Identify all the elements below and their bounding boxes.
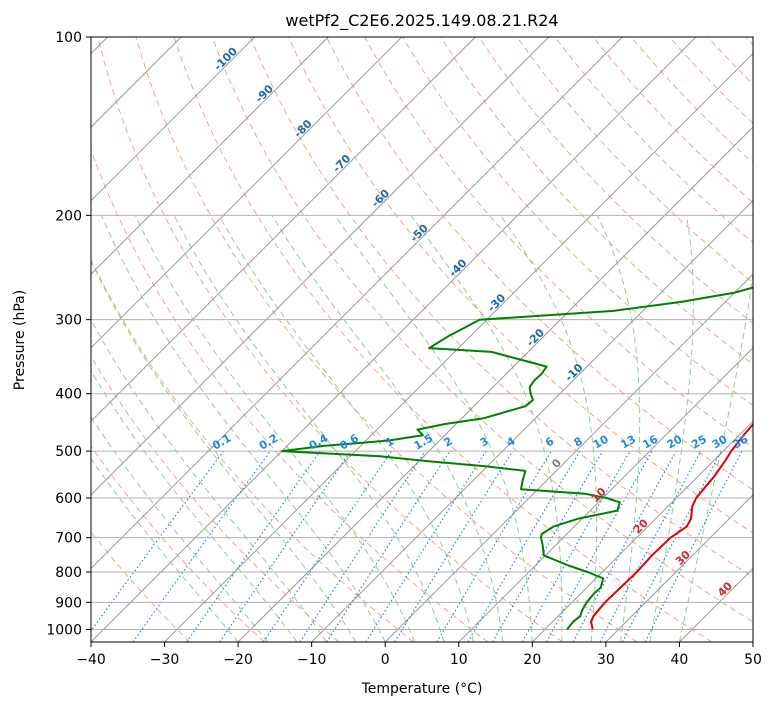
dry-adiabat-line <box>173 37 713 642</box>
mixing-ratio-line <box>186 450 321 642</box>
dry-adiabat-line <box>249 37 753 578</box>
moist-adiabat-line <box>134 215 416 642</box>
axes: −40 −30 −20 −10 0 10 20 30 40 50 100 200 300 400 500 60… <box>46 30 762 668</box>
x-tick-label: 10 <box>450 652 468 668</box>
mixing-ratio-line <box>546 450 653 642</box>
dry-adiabat-line <box>91 355 340 642</box>
isotherm-line <box>91 37 476 423</box>
y-tick-label: 500 <box>55 444 82 460</box>
mixing-ratio-line <box>262 450 392 642</box>
isotherm-line <box>237 126 753 642</box>
dry-adiabat-line <box>91 445 265 642</box>
moist-adiabat-line <box>101 215 386 642</box>
isotherm-line <box>91 37 256 202</box>
temperature-profile-line <box>590 422 753 630</box>
y-tick-label: 300 <box>55 313 82 329</box>
mixing-ratio-line <box>132 450 271 642</box>
x-tick-label: −40 <box>76 652 106 668</box>
dry-adiabat-line <box>326 37 753 491</box>
isotherm-line <box>91 37 550 496</box>
moist-adiabat-line <box>218 215 474 642</box>
y-axis-label: Pressure (hPa) <box>12 290 28 390</box>
moist-adiabat-line <box>91 318 327 642</box>
y-tick-label: 1000 <box>46 622 82 638</box>
moist-adiabat-line <box>91 415 268 642</box>
moist-adiabat-line <box>173 215 445 642</box>
plot-background <box>91 37 753 642</box>
isotherm-line <box>91 37 697 642</box>
isotherm-line <box>384 273 753 642</box>
x-tick-label: 40 <box>671 652 689 668</box>
mixing-ratio-line <box>326 450 451 642</box>
x-axis-label: Temperature (°C) <box>361 681 483 697</box>
isotherm-line <box>91 37 329 275</box>
isotherm-line <box>91 37 623 570</box>
dry-adiabat-line <box>97 37 563 642</box>
isotherm-line <box>605 494 753 642</box>
x-tick-label: −20 <box>223 652 253 668</box>
moist-adiabat-line <box>91 259 357 642</box>
y-tick-label: 400 <box>55 387 82 403</box>
y-tick-label: 100 <box>55 30 82 46</box>
moist-adiabat-line <box>91 369 298 642</box>
dry-adiabat-line <box>211 37 753 623</box>
moist-adiabat-line <box>678 270 753 642</box>
mixing-ratio-line <box>299 450 426 642</box>
dry-adiabat-line <box>287 37 753 534</box>
x-tick-label: 0 <box>381 652 390 668</box>
mixing-ratio-line <box>91 450 224 632</box>
mixing-ratio-line <box>394 450 514 642</box>
mixing-ratio-line <box>219 450 352 642</box>
isotherm-line <box>752 641 753 642</box>
moist-adiabat-line <box>649 215 694 642</box>
isotherm-line <box>311 199 753 642</box>
x-tick-label: 50 <box>744 652 762 668</box>
isotherm-line <box>91 37 403 349</box>
y-tick-label: 900 <box>55 595 82 611</box>
moist-adiabat-line <box>91 457 239 642</box>
plot-frame <box>90 36 754 643</box>
isotherm-line <box>531 420 753 642</box>
x-tick-label: 30 <box>597 652 615 668</box>
moist-adiabat-line <box>271 215 504 642</box>
mixing-ratio-line <box>572 450 677 642</box>
moist-adiabat-line <box>596 215 641 642</box>
y-tick-label: 800 <box>55 565 82 581</box>
isotherm-line <box>164 52 753 642</box>
y-tick-label: 200 <box>55 208 82 224</box>
data-series <box>280 286 753 631</box>
dry-adiabat-line <box>135 37 638 642</box>
y-tick-label: 700 <box>55 531 82 547</box>
y-tick-label: 600 <box>55 491 82 507</box>
isotherm-line <box>458 347 753 642</box>
x-tick-label: 20 <box>523 652 541 668</box>
mixing-ratio-line <box>644 450 743 642</box>
moist-adiabat-line <box>334 215 533 642</box>
dewpoint-profile-line <box>280 286 753 631</box>
chart-title: wetPf2_C2E6.2025.149.08.21.R24 <box>285 11 558 31</box>
x-tick-label: −30 <box>150 652 180 668</box>
dry-adiabat-line <box>91 258 414 642</box>
x-tick-label: −10 <box>297 652 327 668</box>
background-lines <box>91 37 753 642</box>
moist-adiabat-line <box>410 215 563 642</box>
